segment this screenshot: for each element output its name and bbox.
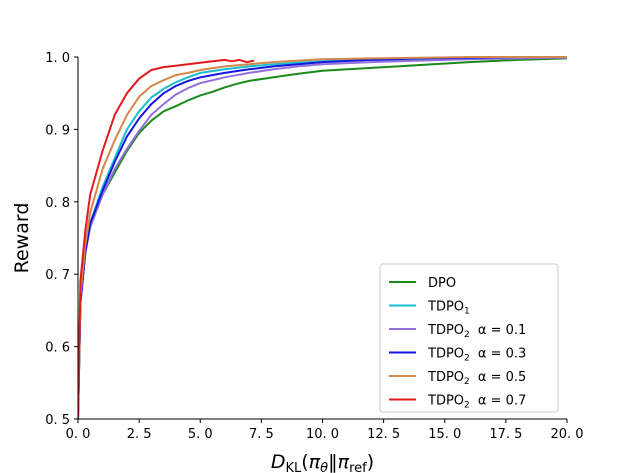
legend-label-1: TDPO1 <box>427 300 470 317</box>
x-tick-label: 10. 0 <box>306 427 339 442</box>
legend-label-5: TDPO2 α = 0.7 <box>427 394 526 411</box>
y-tick-label: 0. 8 <box>45 196 70 211</box>
legend: DPO TDPO1 TDPO2 α = 0.1 TDPO2 α = 0.3 TDPO2 … <box>379 263 559 413</box>
y-tick-label: 0. 5 <box>45 413 70 428</box>
y-tick-label: 0. 7 <box>45 268 70 283</box>
x-tick-label: 7. 5 <box>249 427 274 442</box>
series-line-4 <box>78 56 567 419</box>
x-axis-label: DKL(πθ‖πref) <box>271 451 374 473</box>
x-tick-label: 2. 5 <box>127 427 152 442</box>
legend-label-0: DPO <box>428 276 456 291</box>
series-line-5 <box>78 58 255 419</box>
y-tick-label: 1. 0 <box>45 51 70 66</box>
x-tick-label: 12. 5 <box>367 427 400 442</box>
x-tick-label: 5. 0 <box>188 427 213 442</box>
x-tick-label: 17. 5 <box>489 427 522 442</box>
axes-layer: 0. 0 2. 5 5. 0 7. 5 10. 0 12. 5 15. 0 17. 5 20. … <box>11 51 584 473</box>
series-line-2 <box>78 56 567 419</box>
y-tick-label: 0. 9 <box>45 123 70 138</box>
legend-label-3: TDPO2 α = 0.3 <box>427 347 526 364</box>
legend-label-2: TDPO2 α = 0.1 <box>427 323 526 340</box>
legend-label-4: TDPO2 α = 0.5 <box>427 370 526 387</box>
y-tick-label: 0. 6 <box>45 341 70 356</box>
legend-box <box>379 263 559 413</box>
x-tick-label: 0. 0 <box>66 427 91 442</box>
series-line-3 <box>78 56 567 419</box>
y-axis-label: Reward <box>11 203 33 274</box>
x-tick-label: 15. 0 <box>428 427 461 442</box>
series-layer <box>78 56 567 419</box>
x-tick-label: 20. 0 <box>550 427 583 442</box>
